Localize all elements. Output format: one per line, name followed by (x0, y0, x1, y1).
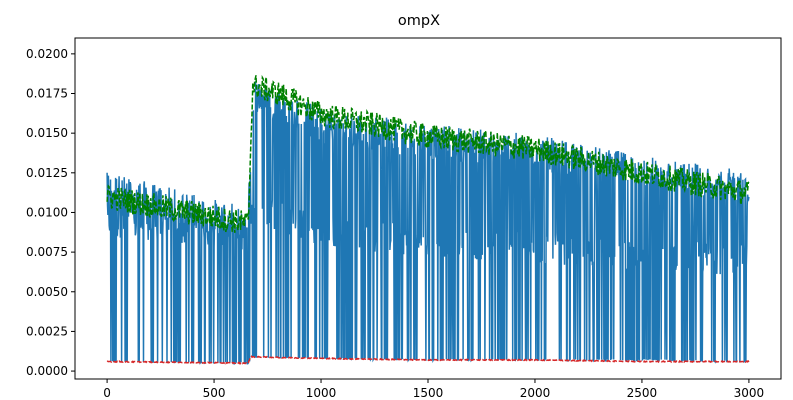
series-line-red-dashed (106, 355, 750, 365)
x-axis: 0 500 1000 1500 2000 2500 3000 (103, 379, 764, 400)
y-tick-label: 0.0200 (26, 47, 68, 61)
y-tick-label: 0.0150 (26, 126, 68, 140)
x-tick-label: 1500 (413, 386, 444, 400)
y-tick-label: 0.0075 (26, 245, 68, 259)
chart-title: ompX (398, 13, 440, 29)
x-tick-label: 3000 (734, 386, 765, 400)
y-tick-label: 0.0050 (26, 285, 68, 299)
y-tick-label: 0.0025 (26, 324, 68, 338)
plot-area (106, 74, 750, 365)
x-tick-label: 500 (203, 386, 226, 400)
y-tick-label: 0.0125 (26, 166, 68, 180)
x-tick-label: 0 (103, 386, 111, 400)
x-tick-label: 1000 (306, 386, 337, 400)
y-axis: 0.0000 0.0025 0.0050 0.0075 0.0100 0.0125 0.01… (26, 47, 75, 378)
y-tick-label: 0.0100 (26, 205, 68, 219)
x-tick-label: 2000 (520, 386, 551, 400)
y-tick-label: 0.0175 (26, 87, 68, 101)
series-line-green-dashed (106, 74, 750, 233)
y-tick-label: 0.0000 (26, 364, 68, 378)
x-tick-label: 2500 (627, 386, 658, 400)
